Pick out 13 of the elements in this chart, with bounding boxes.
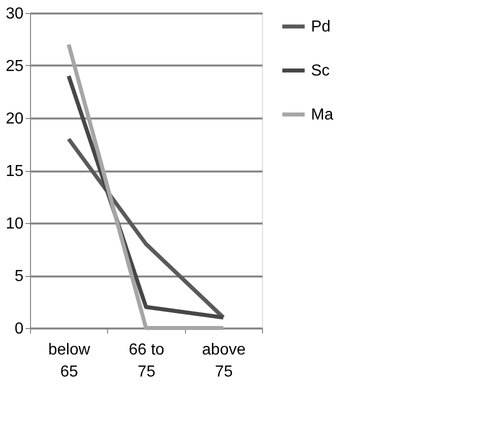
legend-label: Sc bbox=[311, 62, 330, 80]
y-tick-label: 20 bbox=[6, 110, 24, 128]
y-tick-label: 25 bbox=[6, 58, 24, 75]
y-tick-label: 15 bbox=[6, 163, 24, 180]
legend-label: Ma bbox=[311, 106, 334, 124]
legend-label: Pd bbox=[311, 18, 331, 36]
y-tick-label: 0 bbox=[14, 320, 24, 338]
x-tick-label: above 75 bbox=[202, 342, 246, 380]
y-tick-label: 10 bbox=[6, 216, 24, 232]
y-tick-label: 5 bbox=[14, 268, 24, 285]
x-tick-label: 66 to 75 bbox=[128, 342, 164, 380]
y-tick-label: 30 bbox=[6, 6, 24, 22]
x-tick-label: below 65 bbox=[48, 342, 91, 380]
